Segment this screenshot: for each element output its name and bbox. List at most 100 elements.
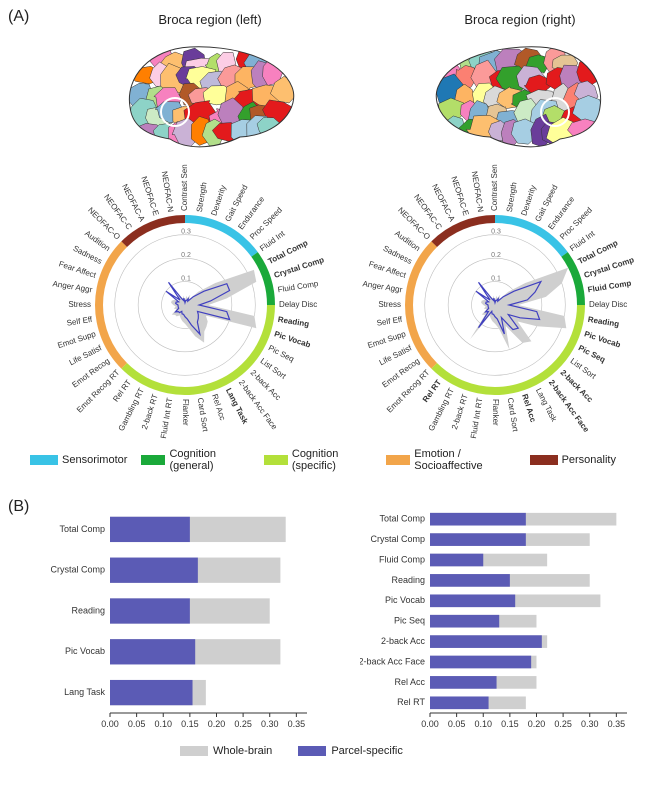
legend-panel-b: Whole-brain Parcel-specific: [180, 745, 480, 757]
radar-label: Self Eff: [376, 315, 404, 328]
bar-parcel: [430, 635, 542, 648]
legend-item: Sensorimotor: [30, 454, 127, 466]
bar-parcel: [110, 517, 190, 542]
radar-tick: 0.2: [181, 252, 191, 259]
radar-label: 2-back RT: [140, 393, 160, 431]
legend-swatch: [30, 455, 58, 465]
radar-label: Stress: [68, 300, 91, 309]
radar-label: Rel RT: [111, 378, 133, 403]
legend-swatch: [264, 455, 288, 465]
radar-label: Fluid Int RT: [469, 397, 484, 439]
legend-swatch: [180, 746, 208, 756]
radar-label: Contrast Sen: [180, 164, 189, 211]
x-tick: 0.15: [501, 719, 519, 729]
page: (A) Broca region (left) Broca region (ri…: [0, 0, 661, 806]
radar-label: 2-back RT: [450, 393, 470, 431]
radar-label: Stress: [378, 300, 401, 309]
bar-label: Lang Task: [64, 687, 105, 697]
title-right: Broca region (right): [390, 12, 650, 27]
x-tick: 0.25: [554, 719, 572, 729]
radar-label: Self Eff: [66, 315, 94, 328]
legend-label: Cognition (specific): [292, 448, 372, 472]
radar-label: Rel Acc: [210, 393, 227, 422]
bar-label: 2-back Acc Face: [360, 656, 425, 666]
barchart-left: Total CompCrystal CompReadingPic VocabLa…: [40, 505, 315, 735]
bar-parcel: [430, 554, 483, 567]
bar-label: Rel RT: [397, 697, 425, 707]
legend-item: Whole-brain: [180, 745, 272, 757]
bar-label: Pic Vocab: [65, 646, 105, 656]
radar-label: Anger Aggr: [52, 279, 93, 294]
x-tick: 0.15: [181, 719, 199, 729]
radar-label: Card Sort: [196, 397, 210, 433]
radar-label: Strength: [195, 182, 209, 213]
legend-item: Cognition (general): [141, 448, 249, 472]
radar-label: NEOFAC-N: [470, 171, 485, 213]
legend-item: Emotion / Socioaffective: [386, 448, 515, 472]
radar-label: Dexterity: [209, 184, 227, 217]
radar-label: Fluid Comp: [587, 279, 632, 295]
bar-parcel: [110, 639, 195, 664]
bar-label: Reading: [71, 605, 105, 615]
radar-tick: 0.3: [181, 229, 191, 236]
radar-label: Fluid Int RT: [159, 397, 174, 439]
radar-right: 0.10.20.3Contrast SenStrengthDexterityGa…: [350, 150, 640, 450]
radar-label: Fear Affect: [368, 259, 408, 280]
bar-label: Pic Vocab: [385, 595, 425, 605]
legend-label: Cognition (general): [169, 448, 249, 472]
radar-label: Fear Affect: [58, 259, 98, 280]
x-tick: 0.10: [154, 719, 172, 729]
bar-parcel: [430, 656, 531, 669]
radar-label: Flanker: [491, 399, 500, 426]
legend-swatch: [386, 455, 410, 465]
legend-label: Emotion / Socioaffective: [414, 448, 515, 472]
legend-item: Personality: [530, 454, 616, 466]
radar-tick: 0.1: [491, 276, 501, 283]
bar-parcel: [430, 574, 510, 587]
legend-swatch: [298, 746, 326, 756]
barchart-right: Total CompCrystal CompFluid CompReadingP…: [360, 505, 635, 735]
bar-parcel: [430, 696, 489, 709]
radar-label: Delay Disc: [589, 300, 627, 309]
legend-item: Parcel-specific: [298, 745, 403, 757]
radar-label: Delay Disc: [279, 300, 317, 309]
x-tick: 0.25: [234, 719, 252, 729]
bar-label: 2-back Acc: [381, 636, 426, 646]
bar-parcel: [430, 533, 526, 546]
radar-label: Reading: [277, 315, 310, 329]
bar-label: Crystal Comp: [370, 534, 425, 544]
x-tick: 0.10: [474, 719, 492, 729]
radar-label: Contrast Sen: [490, 164, 499, 211]
radar-label: Reading: [587, 315, 620, 329]
bar-label: Fluid Comp: [379, 554, 425, 564]
legend-panel-a: Sensorimotor Cognition (general) Cognition…: [30, 450, 630, 470]
panel-b: Total CompCrystal CompReadingPic VocabLa…: [0, 495, 661, 785]
legend-label: Whole-brain: [213, 745, 272, 757]
radar-label: NEOFAC-N: [160, 171, 175, 213]
legend-label: Personality: [562, 454, 616, 466]
brain-left: [80, 32, 340, 152]
radar-label: Rel Acc: [520, 393, 538, 424]
x-tick: 0.35: [288, 719, 306, 729]
bar-label: Crystal Comp: [50, 565, 105, 575]
bar-parcel: [110, 680, 193, 705]
radar-label: Dexterity: [519, 184, 537, 217]
radar-series: [470, 268, 568, 350]
panel-a: Broca region (left) Broca region (right)…: [0, 0, 661, 490]
radar-tick: 0.3: [491, 229, 501, 236]
legend-label: Sensorimotor: [62, 454, 127, 466]
radar-label: Fluid Comp: [277, 279, 319, 294]
x-tick: 0.30: [581, 719, 599, 729]
x-tick: 0.35: [608, 719, 626, 729]
radar-label: Card Sort: [506, 397, 520, 433]
radar-tick: 0.2: [491, 252, 501, 259]
x-tick: 0.20: [528, 719, 546, 729]
bar-label: Rel Acc: [394, 677, 425, 687]
legend-swatch: [530, 455, 558, 465]
x-tick: 0.05: [128, 719, 146, 729]
radar-tick: 0.1: [181, 276, 191, 283]
x-tick: 0.00: [421, 719, 439, 729]
x-tick: 0.00: [101, 719, 119, 729]
x-tick: 0.20: [208, 719, 226, 729]
radar-label: Flanker: [181, 399, 190, 426]
